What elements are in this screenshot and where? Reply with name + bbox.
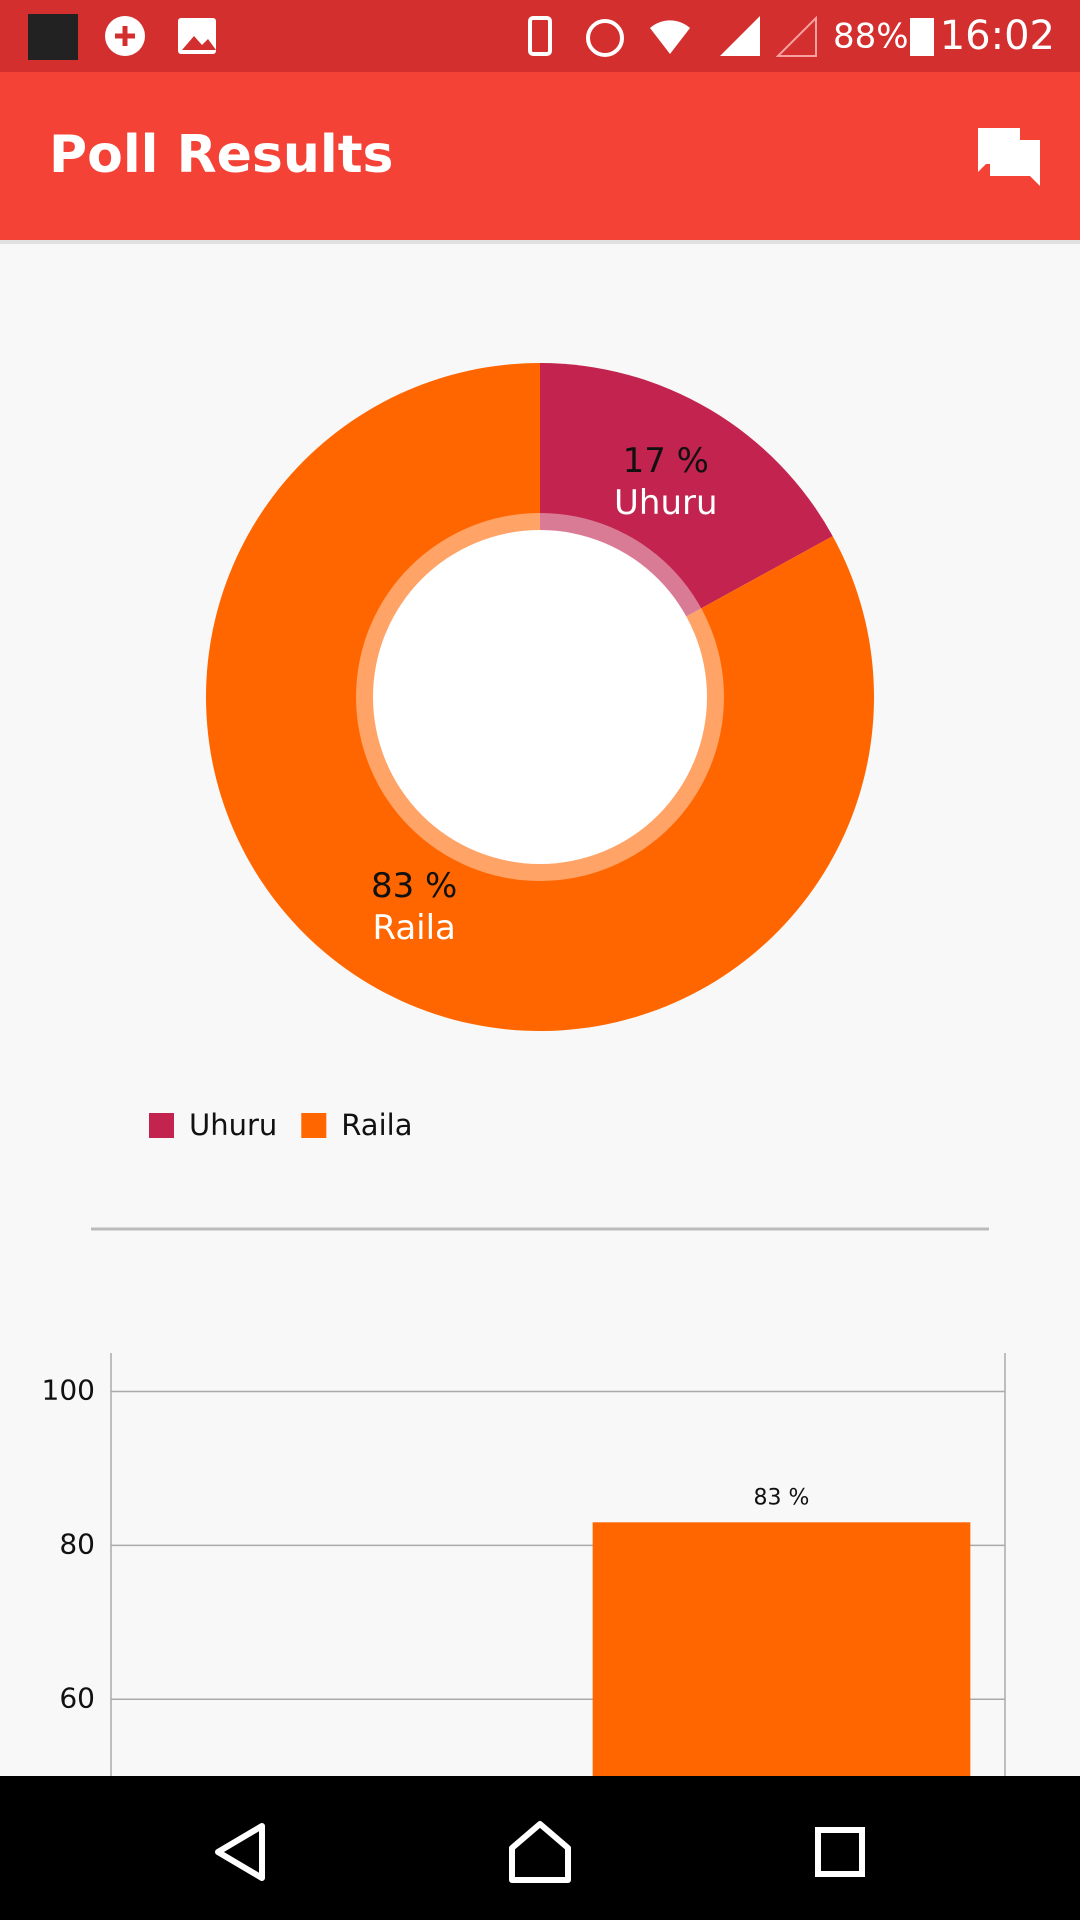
app-title: Poll Results	[49, 125, 394, 185]
slice-value-label: 83 %	[371, 866, 457, 906]
vibrate-icon	[528, 16, 552, 56]
legend-swatch	[149, 1113, 174, 1138]
notification-plus	[115, 26, 135, 46]
slice-name-label: Uhuru	[614, 483, 718, 523]
app-bar	[0, 72, 1080, 240]
battery-icon	[910, 18, 934, 56]
slice-name-label: Raila	[372, 908, 455, 948]
recents-button[interactable]	[815, 1827, 865, 1877]
clock: 16:02	[940, 13, 1055, 59]
y-tick-label: 100	[42, 1373, 95, 1406]
battery-text: 88%	[833, 17, 909, 57]
slice-value-label: 17 %	[623, 441, 709, 481]
legend-swatch	[301, 1113, 327, 1138]
bar-value-label: 83 %	[754, 1485, 810, 1510]
signal-icon	[720, 16, 760, 56]
y-tick-label: 80	[59, 1527, 95, 1560]
app-bar-shadow	[0, 240, 1080, 244]
y-tick-label: 60	[59, 1681, 95, 1714]
chat-button[interactable]	[978, 128, 1040, 186]
signal-icon-2	[775, 15, 817, 57]
nav-bar	[0, 1776, 1080, 1920]
home-button[interactable]	[509, 1821, 571, 1883]
app-icon	[28, 14, 78, 60]
back-button[interactable]	[215, 1823, 265, 1881]
alarm-icon	[586, 19, 624, 57]
wifi-icon	[650, 20, 690, 54]
legend-label: Raila	[341, 1108, 412, 1142]
legend-label: Uhuru	[189, 1108, 277, 1142]
chat-icon-front	[990, 140, 1040, 186]
image-icon-mountain	[182, 36, 216, 50]
donut-hole	[373, 530, 707, 864]
